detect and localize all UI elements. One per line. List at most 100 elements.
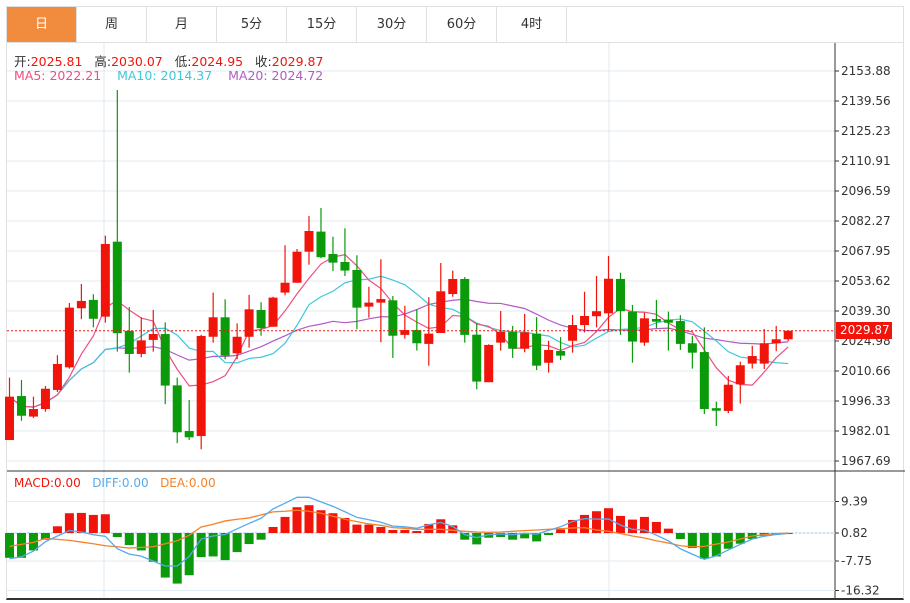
price-tick-label: 2053.62: [841, 274, 891, 288]
tab-5min[interactable]: 5分: [217, 7, 287, 42]
tab-day[interactable]: 日: [7, 7, 77, 42]
ma5-line: [9, 253, 789, 408]
high-value: 2030.07: [111, 54, 163, 69]
candle-up: [148, 334, 158, 340]
macd-bar-positive: [568, 519, 578, 533]
candle-up: [232, 336, 242, 354]
candle-up: [568, 325, 578, 341]
chart-frame: [6, 6, 904, 600]
candle-up: [783, 330, 793, 340]
current-price-tag: 2029.87: [836, 322, 892, 340]
macd-bar-positive: [88, 514, 98, 533]
macd-bar-negative: [208, 533, 218, 557]
candle-up: [136, 340, 146, 354]
macd-bar-positive: [100, 514, 110, 533]
candle-up: [40, 388, 50, 410]
diff-value: DIFF:0.00: [92, 476, 149, 490]
price-tick-label: 2139.56: [841, 94, 891, 108]
tab-60min[interactable]: 60分: [427, 7, 497, 42]
candle-down: [508, 331, 518, 349]
candle-up: [544, 349, 554, 363]
macd-bar-positive: [448, 525, 458, 533]
candle-down: [124, 330, 134, 354]
ma-readout: MA5: 2022.21 MA10: 2014.37 MA20: 2024.72: [14, 68, 323, 83]
candle-down: [472, 334, 482, 382]
macd-readout: MACD:0.00 DIFF:0.00 DEA:0.00: [14, 476, 216, 490]
candle-down: [220, 317, 230, 356]
macd-bar-positive: [592, 511, 602, 533]
candle-down: [160, 334, 170, 386]
candle-down: [412, 330, 422, 344]
macd-bar-negative: [196, 533, 206, 558]
diff-line: [9, 496, 789, 567]
macd-bar-positive: [292, 507, 302, 533]
ma20-value: MA20: 2024.72: [228, 68, 324, 83]
candle-up: [292, 251, 302, 283]
tab-month[interactable]: 月: [147, 7, 217, 42]
ma5-value: MA5: 2022.21: [14, 68, 102, 83]
candle-up: [196, 335, 206, 437]
candle-up: [484, 344, 494, 383]
price-tick-label: 2096.59: [841, 184, 891, 198]
candle-up: [64, 307, 74, 368]
macd-bar-negative: [160, 533, 170, 578]
macd-bar-negative: [16, 533, 26, 558]
tab-30min[interactable]: 30分: [357, 7, 427, 42]
price-tick-label: 1996.33: [841, 394, 891, 408]
macd-bar-positive: [604, 508, 613, 533]
price-tick-label: 2110.91: [841, 154, 891, 168]
ohlc-readout: 开:2025.81 高:2030.07 低:2024.95 收:2029.87: [14, 51, 323, 70]
candle-up: [604, 278, 613, 314]
macd-bar-negative: [544, 533, 554, 536]
macd-bar-positive: [52, 526, 62, 533]
candle-up: [424, 333, 434, 344]
candle-up: [723, 384, 733, 411]
macd-bar-negative: [675, 533, 685, 540]
open-label: 开:: [14, 54, 31, 69]
macd-bar-negative: [184, 533, 194, 576]
price-tick-label: 2039.30: [841, 304, 891, 318]
candle-down: [460, 278, 470, 335]
macd-bar-positive: [352, 524, 362, 533]
candle-down: [388, 300, 398, 336]
macd-bar-negative: [460, 533, 470, 540]
low-value: 2024.95: [191, 54, 244, 69]
candle-down: [16, 396, 26, 416]
macd-bar-negative: [40, 533, 50, 540]
macd-bar-negative: [711, 533, 721, 557]
high-label: 高:: [94, 54, 112, 69]
candle-up: [244, 309, 254, 337]
ma10-value: MA10: 2014.37: [117, 68, 213, 83]
candle-up: [771, 339, 781, 344]
macd-bar-positive: [400, 529, 410, 533]
candle-up: [5, 396, 14, 441]
macd-bar-positive: [412, 530, 422, 533]
candle-up: [208, 317, 218, 337]
price-tick-label: 1967.69: [841, 454, 891, 468]
candle-down: [352, 269, 362, 308]
candle-up: [759, 343, 769, 364]
candle-up: [580, 316, 590, 326]
tab-week[interactable]: 周: [77, 7, 147, 42]
candle-down: [532, 333, 542, 366]
dea-line: [9, 509, 789, 549]
macd-bar-positive: [424, 523, 434, 533]
macd-bar-negative: [148, 533, 158, 562]
price-tick-label: 2010.66: [841, 364, 891, 378]
macd-bar-negative: [256, 533, 266, 540]
macd-bar-positive: [268, 526, 278, 533]
tab-4hour[interactable]: 4时: [497, 7, 567, 42]
macd-bar-negative: [124, 533, 134, 546]
candle-down: [184, 431, 194, 438]
candle-up: [448, 278, 458, 295]
tab-15min[interactable]: 15分: [287, 7, 357, 42]
candle-down: [316, 231, 326, 258]
macd-tick-label: -16.32: [841, 584, 880, 598]
candle-up: [268, 297, 278, 327]
candle-down: [172, 385, 182, 433]
candle-up: [76, 300, 86, 309]
price-tick-label: 2153.88: [841, 64, 891, 78]
macd-tick-label: 9.39: [841, 495, 868, 509]
price-tick-label: 2082.27: [841, 214, 891, 228]
